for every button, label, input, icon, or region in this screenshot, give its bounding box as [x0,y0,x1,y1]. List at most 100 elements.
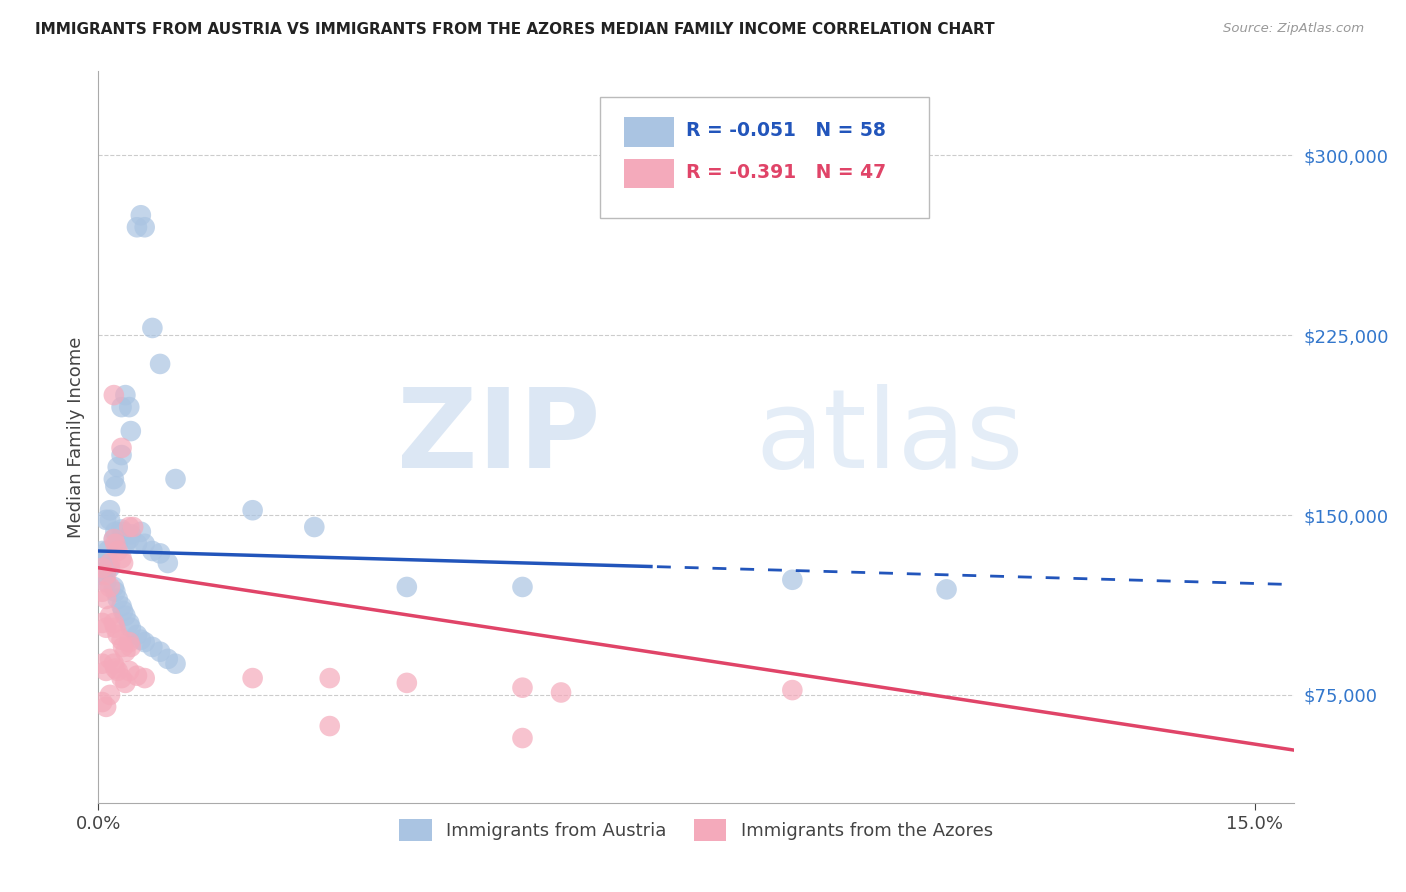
Point [141,640,163,654]
Point [304,520,326,534]
Point [98,580,121,594]
Point [91,584,114,599]
Point [122,520,145,534]
Point [94,568,117,582]
Point [91,568,114,582]
Point [120,640,142,654]
Text: ZIP: ZIP [396,384,600,491]
Point [112,556,135,570]
Point [129,524,152,539]
Point [91,561,114,575]
Point [149,645,172,659]
Point [134,537,156,551]
Point [107,544,129,558]
Point [94,591,117,606]
Point [242,671,264,685]
Point [104,479,127,493]
Point [98,608,121,623]
Point [98,688,121,702]
Point [112,640,135,654]
Point [395,676,418,690]
Point [94,575,117,590]
Point [110,400,132,414]
Point [141,321,163,335]
Point [94,513,117,527]
Point [120,424,142,438]
Point [110,448,132,462]
Point [120,527,142,541]
Point [98,503,121,517]
Text: atlas: atlas [756,384,1024,491]
Point [104,621,127,635]
Point [104,584,127,599]
Y-axis label: Median Family Income: Median Family Income [66,336,84,538]
Point [129,632,152,647]
Point [103,532,125,546]
Point [134,635,156,649]
Point [94,563,117,577]
Point [395,580,418,594]
Point [782,573,804,587]
Point [550,685,572,699]
Point [107,460,129,475]
Point [112,524,135,539]
Point [165,657,187,671]
FancyBboxPatch shape [624,118,675,146]
Point [103,580,125,594]
Point [91,695,114,709]
Point [110,632,132,647]
Point [110,441,132,455]
Point [156,556,179,570]
Point [104,524,127,539]
Point [98,561,121,575]
Point [120,621,142,635]
Legend: Immigrants from Austria, Immigrants from the Azores: Immigrants from Austria, Immigrants from… [392,812,1000,848]
Point [125,628,148,642]
Point [512,681,534,695]
Point [91,657,114,671]
Point [114,676,136,690]
Point [156,652,179,666]
Point [91,556,114,570]
Point [935,582,957,597]
Point [103,388,125,402]
Text: R = -0.391   N = 47: R = -0.391 N = 47 [686,163,887,182]
Point [129,208,152,222]
Point [141,544,163,558]
Point [94,699,117,714]
FancyBboxPatch shape [600,97,929,218]
Point [118,635,141,649]
Point [107,537,129,551]
Point [98,652,121,666]
Point [118,532,141,546]
Point [103,657,125,671]
Point [110,599,132,614]
Point [149,546,172,560]
Text: IMMIGRANTS FROM AUSTRIA VS IMMIGRANTS FROM THE AZORES MEDIAN FAMILY INCOME CORRE: IMMIGRANTS FROM AUSTRIA VS IMMIGRANTS FR… [35,22,995,37]
Point [104,537,127,551]
Point [134,220,156,235]
Point [103,472,125,486]
Point [98,556,121,570]
Point [125,220,148,235]
Point [125,537,148,551]
Point [110,523,132,537]
Point [94,664,117,678]
Point [118,615,141,630]
Point [107,591,129,606]
Point [114,537,136,551]
Text: Source: ZipAtlas.com: Source: ZipAtlas.com [1223,22,1364,36]
Point [118,520,141,534]
Point [512,731,534,745]
Point [114,608,136,623]
Point [512,580,534,594]
Point [165,472,187,486]
Point [103,615,125,630]
Point [114,645,136,659]
Point [107,628,129,642]
Point [107,664,129,678]
Point [782,683,804,698]
Point [112,604,135,618]
Point [103,532,125,546]
Point [97,544,120,558]
